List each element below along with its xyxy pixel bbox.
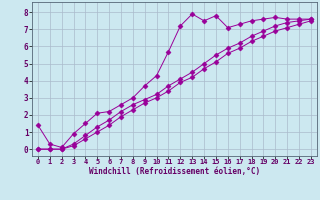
X-axis label: Windchill (Refroidissement éolien,°C): Windchill (Refroidissement éolien,°C) xyxy=(89,167,260,176)
